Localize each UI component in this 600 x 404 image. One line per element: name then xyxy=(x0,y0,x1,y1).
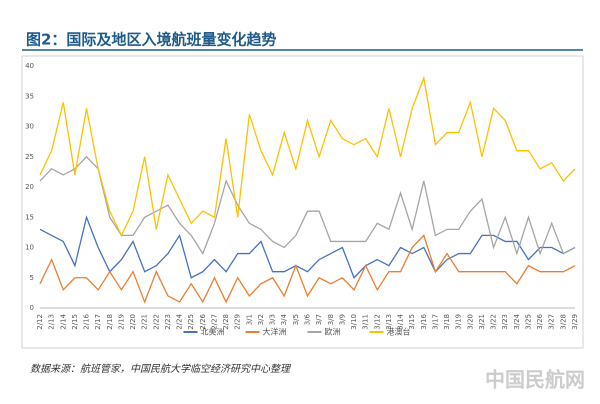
x-tick-label: 2/16 xyxy=(83,313,91,329)
y-tick-label: 5 xyxy=(30,274,34,282)
series-line xyxy=(39,155,576,256)
y-tick-label: 40 xyxy=(25,62,34,70)
y-tick-label: 10 xyxy=(25,244,34,252)
x-tick-label: 2/19 xyxy=(117,314,125,330)
x-tick-label: 3/20 xyxy=(466,314,474,330)
x-tick-label: 2/22 xyxy=(152,314,160,330)
x-tick-label: 3/4 xyxy=(280,313,288,325)
x-tick-label: 3/11 xyxy=(362,314,370,330)
x-tick-label: 3/7 xyxy=(315,314,323,325)
source-note: 数据来源：航班管家，中国民航大学临空经济研究中心整理 xyxy=(30,363,292,375)
x-tick-label: 2/13 xyxy=(48,314,56,330)
x-tick-label: 2/17 xyxy=(94,314,102,330)
x-tick-label: 2/29 xyxy=(234,314,242,330)
x-tick-label: 3/1 xyxy=(245,314,253,325)
x-tick-label: 3/16 xyxy=(420,313,428,329)
x-tick-label: 3/8 xyxy=(327,314,335,325)
legend-label: 北美洲 xyxy=(201,327,225,337)
x-tick-label: 3/22 xyxy=(490,314,498,330)
chart-frame xyxy=(21,55,584,349)
y-tick-label: 20 xyxy=(25,183,34,191)
x-tick-label: 3/21 xyxy=(478,314,486,330)
x-tick-label: 3/18 xyxy=(443,314,451,330)
x-tick-label: 2/18 xyxy=(106,314,114,330)
legend-label: 大洋洲 xyxy=(263,327,287,337)
x-tick-label: 3/2 xyxy=(257,314,265,325)
x-tick-label: 3/25 xyxy=(524,314,532,330)
chart-title: 图2：国际及地区入境航班量变化趋势 xyxy=(26,31,276,49)
x-tick-label: 3/15 xyxy=(408,314,416,330)
x-tick-label: 3/23 xyxy=(501,314,509,330)
x-tick-label: 2/27 xyxy=(210,314,218,330)
y-tick-label: 15 xyxy=(25,213,34,221)
x-tick-label: 3/19 xyxy=(455,314,463,330)
y-tick-label: 25 xyxy=(25,153,34,161)
x-tick-label: 3/17 xyxy=(431,314,439,330)
x-tick-label: 3/12 xyxy=(373,314,381,330)
x-tick-label: 3/26 xyxy=(536,313,544,329)
series-line xyxy=(39,234,576,304)
x-tick-label: 3/28 xyxy=(559,314,567,330)
x-tick-label: 3/29 xyxy=(571,314,579,330)
x-tick-label: 3/13 xyxy=(385,314,393,330)
x-tick-label: 3/9 xyxy=(338,314,346,325)
x-tick-label: 3/10 xyxy=(350,314,358,330)
x-tick-label: 2/14 xyxy=(59,313,67,329)
x-tick-label: 2/15 xyxy=(71,314,79,330)
watermark: 中国民航网 xyxy=(485,368,585,392)
x-tick-label: 2/20 xyxy=(129,314,137,330)
legend-label: 欧洲 xyxy=(325,327,341,337)
x-tick-label: 2/26 xyxy=(199,313,207,329)
series-line xyxy=(39,215,576,279)
x-tick-label: 2/23 xyxy=(164,314,172,330)
x-tick-label: 2/24 xyxy=(176,313,184,329)
y-tick-label: 35 xyxy=(25,92,34,100)
x-tick-label: 3/14 xyxy=(397,313,405,329)
x-tick-label: 2/12 xyxy=(36,314,44,330)
x-tick-label: 3/6 xyxy=(304,313,312,325)
legend-label: 港澳台 xyxy=(387,327,411,337)
x-tick-label: 2/28 xyxy=(222,314,230,330)
x-tick-label: 3/27 xyxy=(548,314,556,330)
y-tick-label: 30 xyxy=(25,123,34,131)
x-tick-label: 3/24 xyxy=(513,313,521,329)
x-tick-label: 3/5 xyxy=(292,314,300,325)
series-line xyxy=(39,75,576,237)
y-tick-label: 0 xyxy=(30,304,34,312)
x-tick-label: 2/21 xyxy=(141,314,149,330)
x-tick-label: 2/25 xyxy=(187,314,195,330)
x-tick-label: 3/3 xyxy=(269,314,277,325)
